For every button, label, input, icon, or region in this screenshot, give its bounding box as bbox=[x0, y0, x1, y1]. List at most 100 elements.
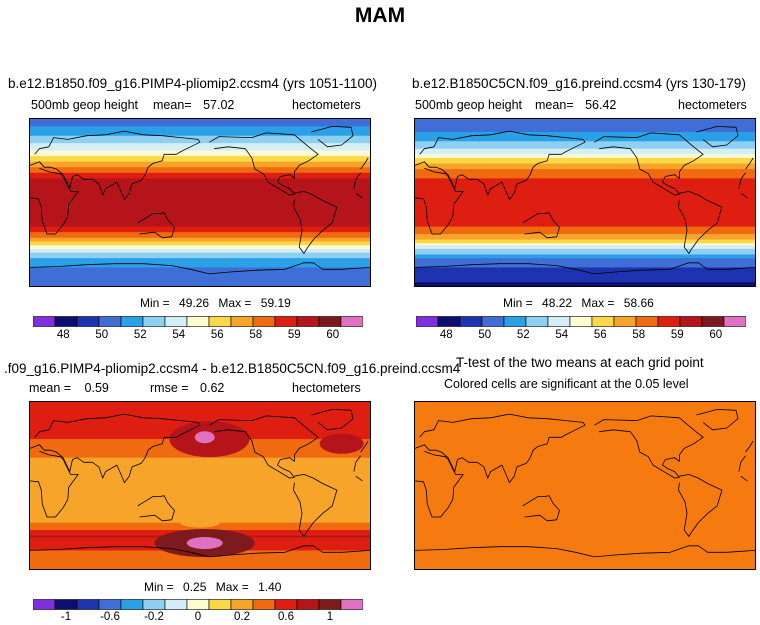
band-tr-14 bbox=[415, 131, 755, 135]
band-tr-144 bbox=[415, 252, 755, 256]
panel-tr-variable: 500mb geop height bbox=[415, 98, 523, 112]
band-tr-130 bbox=[415, 239, 755, 243]
panel-bl-max-value: 1.40 bbox=[258, 580, 282, 594]
band-tr-80 bbox=[415, 193, 755, 196]
colorbar-bl-tick-1: -0.6 bbox=[100, 611, 120, 623]
band-tl-126 bbox=[30, 235, 370, 239]
colorbar-bl-tick-5: 0.6 bbox=[278, 611, 294, 623]
colorbar-bl-box-12 bbox=[296, 599, 320, 610]
colorbar-tl-box-8 bbox=[208, 316, 232, 327]
band-br-32 bbox=[415, 431, 755, 435]
band-bl-102 bbox=[30, 496, 370, 500]
band-tl-88 bbox=[30, 200, 370, 204]
band-br-146 bbox=[415, 537, 755, 540]
coast-tr-4 bbox=[415, 167, 748, 235]
coast-br-5 bbox=[522, 495, 560, 522]
colorbar-tr-tick-4: 56 bbox=[593, 329, 607, 341]
panel-bl-rmse-value: 0.62 bbox=[200, 381, 225, 395]
band-tl-80 bbox=[30, 193, 370, 196]
band-br-124 bbox=[415, 517, 755, 520]
band-br-10 bbox=[415, 411, 755, 414]
band-bl-106 bbox=[30, 500, 370, 503]
band-tr-100 bbox=[415, 211, 755, 215]
band-br-150 bbox=[415, 541, 755, 544]
band-tr-2 bbox=[415, 120, 755, 124]
band-br-82 bbox=[415, 478, 755, 481]
band-br-158 bbox=[415, 548, 755, 552]
colorbar-tl-box-4 bbox=[120, 316, 144, 327]
band-bl-108 bbox=[30, 502, 370, 505]
coast-tl-1 bbox=[311, 126, 354, 148]
band-tr-150 bbox=[415, 258, 755, 261]
band-br-20 bbox=[415, 420, 755, 424]
band-tl-148 bbox=[30, 256, 370, 259]
band-tr-132 bbox=[415, 241, 755, 244]
band-tr-116 bbox=[415, 226, 755, 230]
band-tr-174 bbox=[415, 280, 755, 283]
panel-bl-mean-label: mean = bbox=[29, 381, 72, 395]
band-tr-152 bbox=[415, 260, 755, 263]
band-tl-90 bbox=[30, 202, 370, 205]
band-bl-174 bbox=[30, 563, 370, 566]
band-tr-44 bbox=[415, 159, 755, 163]
band-tl-162 bbox=[30, 269, 370, 272]
band-tr-124 bbox=[415, 234, 755, 237]
band-tr-88 bbox=[415, 200, 755, 204]
band-br-102 bbox=[415, 496, 755, 500]
band-tr-108 bbox=[415, 219, 755, 222]
colorbar-tl-box-11 bbox=[274, 316, 298, 327]
colorbar-bl-box-14 bbox=[340, 599, 363, 610]
band-br-172 bbox=[415, 561, 755, 565]
colorbar-tl-box-3 bbox=[98, 316, 122, 327]
colorbar-tl-box-5 bbox=[142, 316, 166, 327]
map-br-svg bbox=[415, 402, 755, 569]
map-panel-bottom-left bbox=[29, 401, 371, 570]
blob-spac-core bbox=[186, 537, 223, 550]
band-br-112 bbox=[415, 505, 755, 509]
map-panel-bottom-right bbox=[414, 401, 756, 570]
coast-tr-1 bbox=[696, 126, 739, 148]
band-br-46 bbox=[415, 444, 755, 448]
band-tr-156 bbox=[415, 263, 755, 267]
band-bl-82 bbox=[30, 478, 370, 481]
band-tr-48 bbox=[415, 163, 755, 166]
band-bl-166 bbox=[30, 556, 370, 559]
band-tl-64 bbox=[30, 178, 370, 181]
colorbar-top-left-labels: 48 50 52 54 56 58 59 60 bbox=[33, 329, 363, 345]
colorbar-tl-box-10 bbox=[252, 316, 276, 327]
band-br-162 bbox=[415, 552, 755, 555]
band-tl-170 bbox=[30, 276, 370, 280]
band-tl-26 bbox=[30, 143, 370, 146]
band-tl-166 bbox=[30, 273, 370, 276]
band-br-96 bbox=[415, 491, 755, 494]
colorbar-tr-tick-6: 59 bbox=[670, 329, 684, 341]
band-bl-90 bbox=[30, 485, 370, 488]
band-tl-20 bbox=[30, 137, 370, 141]
band-tl-66 bbox=[30, 180, 370, 183]
band-tl-124 bbox=[30, 234, 370, 237]
band-bl-172 bbox=[30, 561, 370, 565]
band-tl-146 bbox=[30, 254, 370, 257]
band-br-72 bbox=[415, 468, 755, 472]
band-br-164 bbox=[415, 554, 755, 557]
map-tr-svg bbox=[415, 119, 755, 286]
band-tl-30 bbox=[30, 146, 370, 150]
band-tr-20 bbox=[415, 137, 755, 141]
colorbar-tr-box-11 bbox=[657, 316, 681, 327]
band-tl-0 bbox=[30, 119, 370, 122]
band-tl-8 bbox=[30, 126, 370, 129]
band-br-94 bbox=[415, 489, 755, 492]
band-tr-8 bbox=[415, 126, 755, 129]
band-tl-150 bbox=[30, 258, 370, 261]
colorbar-tl-box-14 bbox=[340, 316, 363, 327]
band-tr-126 bbox=[415, 235, 755, 239]
band-br-76 bbox=[415, 472, 755, 475]
band-tl-28 bbox=[30, 144, 370, 148]
band-bl-12 bbox=[30, 413, 370, 416]
panel-tl-min-value: 49.26 bbox=[179, 296, 210, 310]
band-tl-16 bbox=[30, 133, 370, 137]
band-tl-74 bbox=[30, 187, 370, 191]
band-tr-36 bbox=[415, 152, 755, 155]
panel-br-title: T-test of the two means at each grid poi… bbox=[456, 355, 704, 370]
band-tl-86 bbox=[30, 198, 370, 202]
